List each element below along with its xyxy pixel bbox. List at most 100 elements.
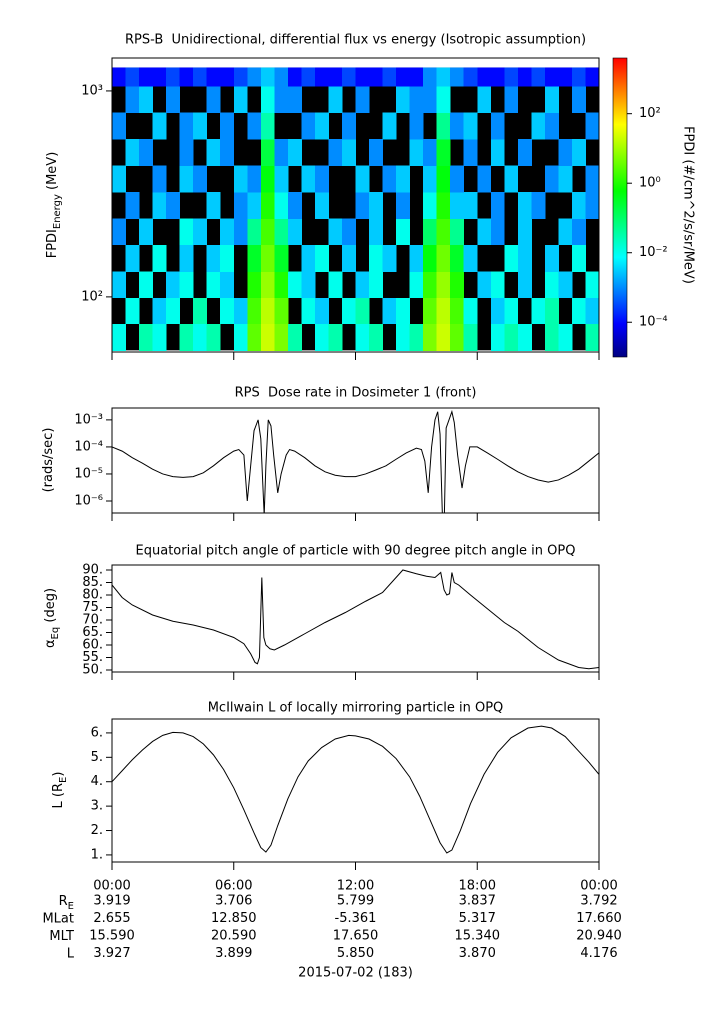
heatmap-cell	[233, 86, 248, 113]
heatmap-cell	[477, 86, 492, 113]
y-tick-label: 2.	[91, 823, 103, 838]
y-tick-label: 70.	[82, 613, 103, 628]
heatmap-cell	[477, 67, 492, 87]
x-tick-label: 00:00	[580, 879, 617, 894]
heatmap-cell	[139, 86, 153, 113]
heatmap-cell	[260, 192, 275, 219]
heatmap-cell	[382, 244, 397, 272]
heatmap-cell	[423, 244, 438, 272]
heatmap-cell	[585, 192, 600, 219]
y-tick-label: 90.	[82, 563, 103, 578]
label-part: Eq	[50, 627, 61, 640]
heatmap-cell	[490, 67, 505, 87]
heatmap-cell	[423, 271, 438, 299]
heatmap-cell	[328, 218, 343, 246]
heatmap-cell	[287, 139, 302, 166]
heatmap-cell	[571, 86, 586, 113]
heatmap-cell	[112, 271, 126, 299]
heatmap-cell	[409, 112, 424, 140]
label-part: (deg)	[43, 588, 58, 627]
heatmap-cell	[517, 139, 532, 166]
label-part: α	[43, 639, 58, 648]
y-tick-label: 5.	[91, 750, 103, 765]
heatmap-cell	[571, 139, 586, 166]
ephemeris-value: 3.837	[459, 894, 496, 909]
ephemeris-value: 20.940	[576, 929, 622, 944]
y-tick-label: 1.	[91, 847, 103, 862]
panel-title: RPS Dose rate in Dosimeter 1 (front)	[235, 386, 477, 401]
heatmap-cell	[517, 192, 532, 219]
heatmap-cell	[355, 86, 370, 113]
y-tick-label: 10³	[81, 83, 103, 98]
heatmap-cell	[450, 244, 465, 272]
heatmap-cell	[571, 67, 586, 87]
heatmap-cell	[247, 297, 262, 325]
heatmap-cell	[206, 67, 221, 87]
heatmap-cell	[382, 67, 397, 87]
heatmap-cell	[247, 218, 262, 246]
ephemeris-label: MLT	[49, 929, 74, 944]
heatmap-cell	[193, 323, 208, 351]
heatmap-cell	[423, 165, 438, 193]
heatmap-cell	[436, 323, 451, 351]
ephemeris-value: 17.660	[576, 911, 622, 926]
heatmap-cell	[477, 218, 492, 246]
heatmap-cell	[328, 139, 343, 166]
heatmap-cell	[328, 67, 343, 87]
heatmap-cell	[193, 165, 208, 193]
y-tick-label: 50.	[82, 663, 103, 678]
heatmap-cell	[166, 86, 181, 113]
heatmap-cell	[544, 112, 559, 140]
heatmap-cell	[112, 112, 126, 140]
y-tick-label: 10²	[81, 289, 103, 304]
heatmap-cell	[585, 165, 600, 193]
heatmap-cell	[558, 139, 573, 166]
heatmap-cell	[504, 165, 519, 193]
ephemeris-value: 3.792	[580, 894, 617, 909]
heatmap-cell	[139, 271, 153, 299]
y-tick-label: 85.	[82, 575, 103, 590]
label-part: MLat	[42, 911, 74, 926]
heatmap-cell	[233, 323, 248, 351]
heatmap-cell	[450, 112, 465, 140]
heatmap-cell	[490, 271, 505, 299]
heatmap-cell	[544, 271, 559, 299]
heatmap-cell	[179, 112, 194, 140]
heatmap-cell	[125, 297, 140, 325]
heatmap-cell	[544, 323, 559, 351]
heatmap-cell	[314, 192, 329, 219]
ephemeris-value: 15.590	[89, 929, 135, 944]
heatmap-cell	[585, 67, 600, 87]
heatmap-cell	[396, 67, 411, 87]
heatmap-cell	[423, 67, 438, 87]
ephemeris-value: 3.870	[459, 946, 496, 961]
heatmap-cell	[152, 165, 167, 193]
y-tick-label: 75.	[82, 600, 103, 615]
heatmap-cell	[301, 67, 316, 87]
heatmap-cell	[436, 192, 451, 219]
heatmap-cell	[517, 218, 532, 246]
heatmap-cell	[450, 218, 465, 246]
heatmap-cell	[436, 218, 451, 246]
data-line	[112, 409, 599, 513]
heatmap-cell	[463, 297, 478, 325]
heatmap-cell	[301, 244, 316, 272]
heatmap-cell	[274, 244, 289, 272]
heatmap-cell	[436, 244, 451, 272]
heatmap-cell	[531, 297, 546, 325]
heatmap-cell	[179, 323, 194, 351]
colorbar-tick-label: 10²	[639, 106, 661, 121]
heatmap-cell	[152, 192, 167, 219]
heatmap-cell	[233, 297, 248, 325]
heatmap-cell	[490, 112, 505, 140]
heatmap-cell	[369, 323, 383, 351]
heatmap-cell	[477, 271, 492, 299]
x-tick-label: 12:00	[337, 879, 374, 894]
ephemeris-value: 2.655	[93, 911, 130, 926]
y-axis-label: (rads/sec)	[41, 428, 56, 493]
ephemeris-label: MLat	[42, 911, 74, 926]
heatmap-cell	[463, 323, 478, 351]
label-part: FPDI	[45, 229, 60, 258]
heatmap-cell	[125, 244, 140, 272]
heatmap-cell	[382, 297, 397, 325]
